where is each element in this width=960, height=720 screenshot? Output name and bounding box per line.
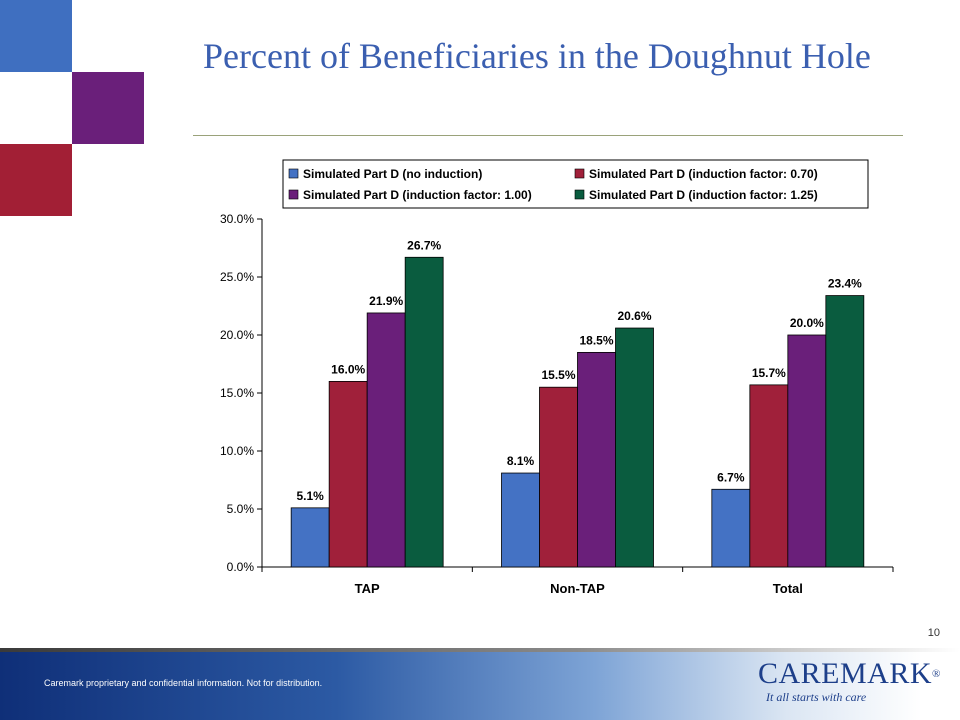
bar-data-label: 21.9% — [369, 294, 403, 308]
x-category-label: Total — [773, 581, 803, 596]
logo-tagline: It all starts with care — [766, 690, 867, 704]
bar-data-label: 18.5% — [579, 333, 613, 347]
decorative-square-blue — [0, 0, 72, 72]
bar-data-label: 20.0% — [790, 316, 824, 330]
legend-swatch — [288, 168, 299, 179]
footer-confidential-text: Caremark proprietary and confidential in… — [44, 678, 323, 688]
legend-label: Simulated Part D (induction factor: 0.70… — [589, 167, 818, 181]
x-category-label: Non-TAP — [550, 581, 605, 596]
bar — [366, 312, 406, 568]
title-divider — [193, 135, 903, 136]
y-tick-label: 10.0% — [220, 444, 254, 458]
bar — [825, 295, 865, 568]
decorative-square-red — [0, 144, 72, 216]
legend-swatch — [574, 168, 585, 179]
legend-box — [282, 159, 869, 209]
y-tick-label: 0.0% — [227, 560, 255, 574]
chart-legend: Simulated Part D (no induction) Simulated… — [282, 159, 869, 209]
y-tick-label: 30.0% — [220, 212, 254, 226]
bar — [787, 334, 827, 568]
bar — [501, 472, 540, 568]
bar — [328, 380, 368, 568]
bar — [539, 386, 578, 568]
bar — [749, 384, 789, 568]
bar-data-label: 8.1% — [507, 454, 535, 468]
logo-registered-mark: ® — [932, 668, 941, 680]
bar — [404, 256, 444, 568]
slide-title: Percent of Beneficiaries in the Doughnut… — [203, 36, 871, 76]
bar-data-label: 15.5% — [541, 368, 575, 382]
bar — [577, 351, 616, 568]
decorative-square-purple — [72, 72, 144, 144]
logo-wordmark: CAREMARK — [758, 657, 933, 690]
footer-band — [0, 648, 960, 720]
y-tick-label: 20.0% — [220, 328, 254, 342]
bar-data-label: 20.6% — [617, 309, 651, 323]
y-tick-label: 15.0% — [220, 386, 254, 400]
legend-swatch — [574, 189, 585, 200]
bar-data-label: 26.7% — [407, 238, 441, 252]
bar-data-label: 16.0% — [331, 362, 365, 376]
bar-chart: Simulated Part D (no induction) Simulated… — [220, 159, 894, 596]
chart-bars — [290, 256, 865, 568]
legend-label: Simulated Part D (no induction) — [303, 167, 482, 181]
bar-data-label: 6.7% — [717, 470, 745, 484]
x-category-label: TAP — [355, 581, 380, 596]
y-tick-label: 25.0% — [220, 270, 254, 284]
y-tick-label: 5.0% — [227, 502, 255, 516]
caremark-logo: CAREMARK® It all starts with care — [758, 658, 948, 714]
legend-label: Simulated Part D (induction factor: 1.25… — [589, 188, 818, 202]
bar-data-label: 5.1% — [296, 489, 324, 503]
bar-data-label: 15.7% — [752, 366, 786, 380]
page-number: 10 — [927, 627, 940, 639]
bar — [615, 327, 654, 568]
bar — [290, 507, 330, 568]
bar — [711, 488, 751, 568]
bar-data-label: 23.4% — [828, 277, 862, 291]
chart-data-labels: 5.1% 16.0% 21.9% 26.7% 8.1% 15.5% 18.5% 20.6% 6.… — [296, 238, 862, 503]
legend-label: Simulated Part D (induction factor: 1.00… — [303, 188, 532, 202]
legend-swatch — [288, 189, 299, 200]
